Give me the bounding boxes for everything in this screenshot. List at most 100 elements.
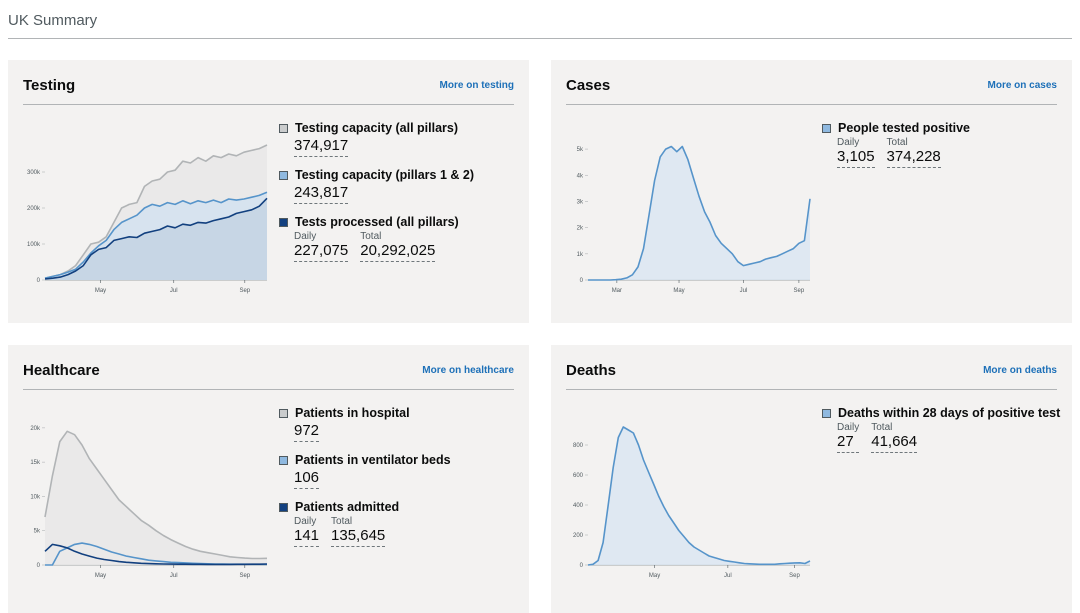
metric-patients-ventilator: Patients in ventilator beds 106: [279, 452, 524, 489]
testing-chart: 0 100k 200k 300k May Jul Sep: [23, 122, 273, 302]
legend-key: [822, 124, 831, 133]
healthcare-card-title: Healthcare: [23, 362, 100, 379]
series-area: [45, 198, 267, 280]
healthcare-svg: 0 5k 10k 15k 20k May Jul Sep: [30, 426, 268, 579]
y-tick-label: 300k: [27, 170, 41, 176]
series-area: [588, 146, 810, 280]
legend-key: [279, 456, 288, 465]
total-value[interactable]: 20,292,025: [360, 242, 436, 262]
metric-label: Patients in ventilator beds: [295, 453, 451, 467]
healthcare-card-header: Healthcare More on healthcare: [23, 361, 514, 390]
y-tick-label: 200k: [27, 206, 41, 212]
more-on-cases-link[interactable]: More on cases: [987, 80, 1057, 91]
y-tick-label: 1k: [577, 252, 584, 258]
daily-value[interactable]: 3,105: [837, 148, 875, 168]
x-tick-label: May: [95, 288, 106, 294]
more-on-healthcare-link[interactable]: More on healthcare: [422, 365, 514, 376]
total-label: Total: [871, 422, 893, 433]
total-value[interactable]: 374,228: [886, 148, 941, 168]
daily-label: Daily: [837, 422, 860, 433]
x-tick-label: May: [673, 288, 684, 294]
legend-key: [822, 409, 831, 418]
metric-value[interactable]: 106: [294, 469, 320, 489]
daily-value[interactable]: 141: [294, 527, 320, 547]
y-tick-label: 15k: [30, 460, 41, 466]
healthcare-card: Healthcare More on healthcare 0 5k 10k 15k 2…: [8, 345, 529, 613]
y-tick-label: 0: [580, 563, 584, 569]
metric-value[interactable]: 243,817: [294, 184, 349, 204]
legend-key: [279, 171, 288, 180]
more-on-deaths-link[interactable]: More on deaths: [983, 365, 1057, 376]
series-line: [44, 144, 268, 279]
metric-label: Patients admitted: [295, 500, 400, 514]
y-tick-label: 20k: [30, 426, 41, 432]
metric-label: People tested positive: [838, 121, 970, 135]
deaths-card-title: Deaths: [566, 362, 617, 379]
series-area: [588, 427, 810, 565]
series-line: [587, 426, 811, 566]
metric-people-tested-positive: People tested positive Daily 3,105 Total 3…: [822, 120, 1067, 168]
metric-patients-admitted: Patients admitted Daily 141 Total 135,645: [279, 499, 524, 547]
testing-card: Testing More on testing 0 100k 200k 300k May…: [8, 60, 529, 323]
cases-chart: 0 1k 2k 3k 4k 5k Mar May Jul Sep: [566, 122, 816, 302]
y-tick-label: 3k: [577, 199, 584, 205]
more-on-testing-link[interactable]: More on testing: [439, 80, 514, 91]
metric-label: Testing capacity (pillars 1 & 2): [295, 168, 474, 182]
y-tick-label: 800: [573, 443, 584, 449]
total-value[interactable]: 135,645: [331, 527, 386, 547]
metric-value[interactable]: 374,917: [294, 137, 349, 157]
x-tick-label: May: [649, 573, 660, 579]
metric-label: Tests processed (all pillars): [295, 215, 459, 229]
series-line: [44, 191, 268, 279]
legend-key: [279, 218, 288, 227]
y-tick-label: 5k: [577, 147, 584, 153]
total-label: Total: [331, 516, 353, 527]
x-tick-label: Sep: [794, 288, 805, 294]
healthcare-chart: 0 5k 10k 15k 20k May Jul Sep: [23, 407, 273, 587]
y-tick-label: 10k: [30, 494, 41, 500]
metric-label: Deaths within 28 days of positive test: [838, 406, 1061, 420]
title-divider: [8, 38, 1072, 39]
x-tick-label: Jul: [170, 573, 178, 579]
legend-key: [279, 124, 288, 133]
x-tick-label: May: [95, 573, 106, 579]
metric-testing-capacity-pillars: Testing capacity (pillars 1 & 2) 243,817: [279, 167, 524, 204]
metric-value[interactable]: 972: [294, 422, 320, 442]
testing-metrics: Testing capacity (all pillars) 374,917 T…: [279, 120, 524, 272]
legend-key: [279, 503, 288, 512]
metric-patients-in-hospital: Patients in hospital 972: [279, 405, 524, 442]
series-line: [588, 145, 811, 281]
metric-tests-processed: Tests processed (all pillars) Daily 227,0…: [279, 214, 524, 262]
deaths-card: Deaths More on deaths 0 200 400 600 800 May Ju…: [551, 345, 1072, 613]
cases-metrics: People tested positive Daily 3,105 Total 3…: [822, 120, 1067, 178]
deaths-card-header: Deaths More on deaths: [566, 361, 1057, 390]
testing-card-title: Testing: [23, 77, 76, 94]
x-tick-label: Sep: [239, 573, 250, 579]
cases-card-header: Cases More on cases: [566, 76, 1057, 105]
total-value[interactable]: 41,664: [871, 433, 918, 453]
legend-key: [279, 409, 288, 418]
daily-value[interactable]: 227,075: [294, 242, 349, 262]
y-tick-label: 4k: [577, 173, 584, 179]
y-tick-label: 2k: [577, 226, 584, 232]
daily-label: Daily: [294, 516, 317, 527]
deaths-chart: 0 200 400 600 800 May Jul Sep: [566, 407, 816, 587]
series-line: [44, 197, 268, 280]
series-line: [44, 543, 268, 566]
daily-value[interactable]: 27: [837, 433, 860, 453]
total-label: Total: [886, 137, 908, 148]
metric-testing-capacity-all: Testing capacity (all pillars) 374,917: [279, 120, 524, 157]
metric-label: Testing capacity (all pillars): [295, 121, 459, 135]
cases-svg: 0 1k 2k 3k 4k 5k Mar May Jul Sep: [577, 145, 811, 294]
y-tick-label: 0: [580, 278, 584, 284]
x-tick-label: Mar: [612, 288, 622, 294]
y-tick-label: 0: [37, 278, 41, 284]
daily-label: Daily: [837, 137, 860, 148]
x-tick-label: Jul: [740, 288, 748, 294]
y-tick-label: 400: [573, 503, 584, 509]
y-tick-label: 5k: [34, 529, 41, 535]
testing-svg: 0 100k 200k 300k May Jul Sep: [27, 144, 268, 294]
deaths-svg: 0 200 400 600 800 May Jul Sep: [573, 426, 811, 579]
x-tick-label: Jul: [170, 288, 178, 294]
cases-card-title: Cases: [566, 77, 611, 94]
